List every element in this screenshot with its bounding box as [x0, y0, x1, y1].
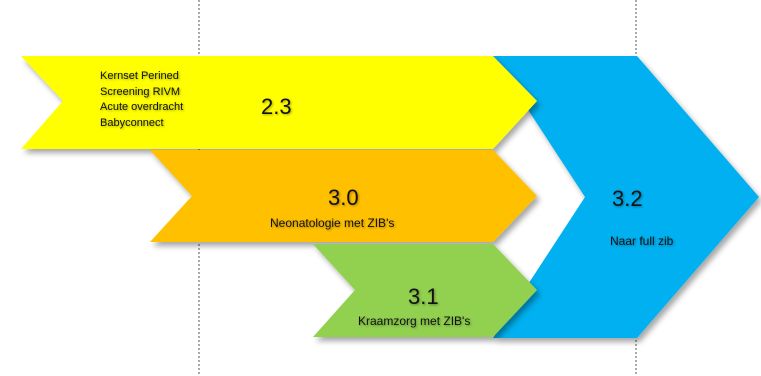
version-3-0: 3.0: [328, 185, 359, 210]
item-screening: Screening RIVM: [100, 85, 181, 98]
item-acute: Acute overdracht: [100, 101, 184, 113]
arrow-2-3: [21, 56, 537, 149]
item-kernset: Kernset Perined: [100, 70, 179, 82]
caption-3-1: Kraamzorg met ZIB's: [358, 314, 471, 328]
version-3-2: 3.2: [612, 186, 643, 211]
version-2-3: 2.3: [261, 94, 292, 119]
version-3-1: 3.1: [408, 284, 439, 309]
items-2-3: Kernset Perined Screening RIVM Acute ove…: [100, 69, 183, 131]
chevron-3-2: [493, 56, 759, 338]
item-babyconnect: Babyconnect: [100, 116, 164, 129]
arrow-3-0: [150, 150, 537, 242]
caption-3-0: Neonatologie met ZIB's: [270, 216, 395, 230]
arrow-3-1: [313, 244, 537, 337]
caption-3-2: Naar full zib: [610, 234, 674, 248]
